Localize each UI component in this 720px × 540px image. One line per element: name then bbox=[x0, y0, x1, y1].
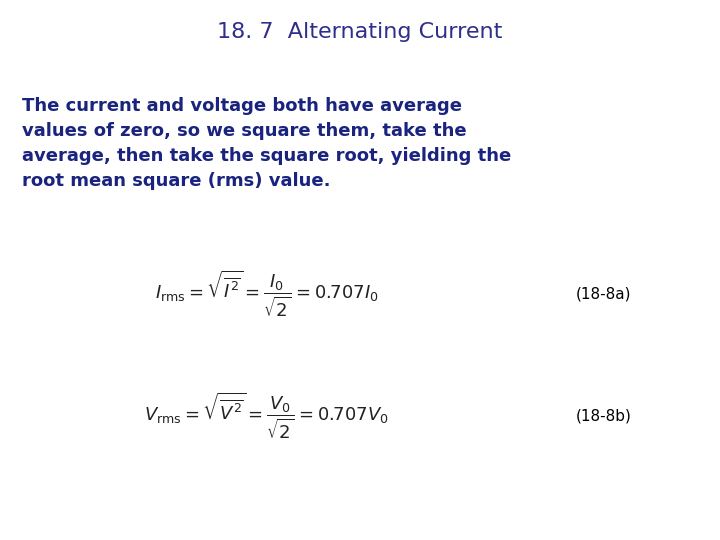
Text: (18-8a): (18-8a) bbox=[576, 287, 631, 302]
Text: 18. 7  Alternating Current: 18. 7 Alternating Current bbox=[217, 22, 503, 42]
Text: (18-8b): (18-8b) bbox=[576, 408, 632, 423]
Text: $V_{\mathrm{rms}} = \sqrt{\overline{V^2}} = \dfrac{V_0}{\sqrt{2}} = 0.707V_0$: $V_{\mathrm{rms}} = \sqrt{\overline{V^2}… bbox=[144, 390, 389, 441]
Text: $I_{\mathrm{rms}} = \sqrt{\overline{I^2}} = \dfrac{I_0}{\sqrt{2}} = 0.707I_0$: $I_{\mathrm{rms}} = \sqrt{\overline{I^2}… bbox=[155, 269, 378, 320]
Text: The current and voltage both have average
values of zero, so we square them, tak: The current and voltage both have averag… bbox=[22, 97, 511, 190]
